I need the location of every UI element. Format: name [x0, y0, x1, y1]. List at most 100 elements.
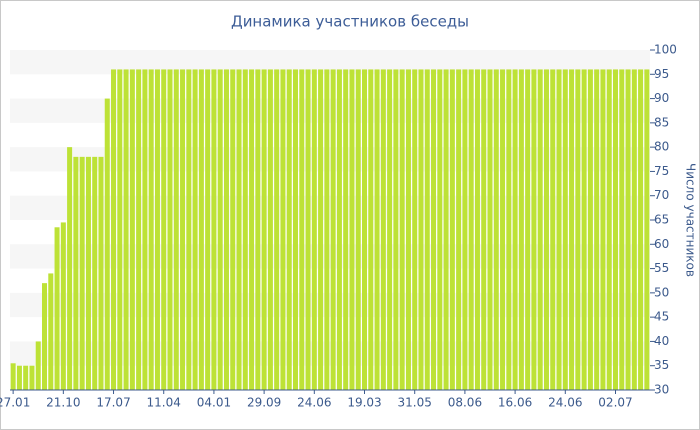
- bar: [619, 69, 625, 390]
- bar: [54, 227, 60, 390]
- grid-band: [10, 147, 650, 172]
- bar: [594, 69, 600, 390]
- bar: [286, 69, 292, 390]
- bar: [249, 69, 255, 390]
- bar: [274, 69, 280, 390]
- bar: [92, 156, 98, 390]
- y-axis-label: Число участников: [684, 163, 698, 277]
- bar: [255, 69, 261, 390]
- bar: [612, 69, 618, 390]
- bar: [142, 69, 148, 390]
- bar: [198, 69, 204, 390]
- y-tick-label: 95: [654, 67, 669, 81]
- bar: [380, 69, 386, 390]
- bar: [23, 365, 29, 390]
- bar: [223, 69, 229, 390]
- bar: [468, 69, 474, 390]
- bar: [48, 273, 54, 390]
- bar: [336, 69, 342, 390]
- x-tick-label: 17.07: [96, 396, 130, 410]
- bar: [186, 69, 192, 390]
- bar: [330, 69, 336, 390]
- y-tick-label: 80: [654, 140, 669, 154]
- bar: [525, 69, 531, 390]
- y-tick-label: 45: [654, 310, 669, 324]
- bar: [280, 69, 286, 390]
- bar: [173, 69, 179, 390]
- x-tick-label: 02.07: [598, 396, 632, 410]
- bar: [418, 69, 424, 390]
- bar: [261, 69, 267, 390]
- bar: [500, 69, 506, 390]
- bar: [625, 69, 631, 390]
- bar: [487, 69, 493, 390]
- bar: [292, 69, 298, 390]
- bar: [299, 69, 305, 390]
- bar: [581, 69, 587, 390]
- bar: [537, 69, 543, 390]
- bar: [481, 69, 487, 390]
- bar: [349, 69, 355, 390]
- bar: [16, 365, 22, 390]
- bar: [587, 69, 593, 390]
- bar: [631, 69, 637, 390]
- grid-band: [10, 195, 650, 220]
- bar: [305, 69, 311, 390]
- bar: [10, 363, 16, 390]
- bar: [343, 69, 349, 390]
- grid-band: [10, 341, 650, 366]
- bar: [437, 69, 443, 390]
- grid-band: [10, 50, 650, 75]
- x-tick-label: 16.06: [498, 396, 532, 410]
- bar: [205, 69, 211, 390]
- bar: [493, 69, 499, 390]
- y-tick-label: 65: [654, 213, 669, 227]
- chart-title: Динамика участников беседы: [231, 13, 469, 31]
- bar: [449, 69, 455, 390]
- bar: [518, 69, 524, 390]
- bar: [399, 69, 405, 390]
- y-tick-label: 75: [654, 164, 669, 178]
- x-tick-label: 24.06: [548, 396, 582, 410]
- bar: [362, 69, 368, 390]
- bar: [129, 69, 135, 390]
- bar: [311, 69, 317, 390]
- grid-band: [10, 292, 650, 318]
- bar: [60, 222, 66, 390]
- y-tick-label: 85: [654, 115, 669, 129]
- bar: [543, 69, 549, 390]
- bar: [424, 69, 430, 390]
- bar: [79, 156, 85, 390]
- bar: [85, 156, 91, 390]
- y-tick-label: 30: [654, 383, 669, 397]
- bar: [512, 69, 518, 390]
- bar: [443, 69, 449, 390]
- bar: [154, 69, 160, 390]
- y-tick-label: 60: [654, 237, 669, 251]
- bar: [67, 147, 73, 390]
- bar: [644, 69, 650, 390]
- bar: [638, 69, 644, 390]
- bar: [230, 69, 236, 390]
- bar: [355, 69, 361, 390]
- bar: [462, 69, 468, 390]
- bar: [111, 69, 117, 390]
- y-tick-label: 70: [654, 188, 669, 202]
- bar: [562, 69, 568, 390]
- bar: [474, 69, 480, 390]
- bar: [456, 69, 462, 390]
- bar: [550, 69, 556, 390]
- bar: [148, 69, 154, 390]
- y-tick-label: 100: [654, 43, 677, 57]
- bar: [217, 69, 223, 390]
- bar: [556, 69, 562, 390]
- bar: [368, 69, 374, 390]
- bar: [431, 69, 437, 390]
- grid-band: [10, 98, 650, 123]
- y-tick-label: 55: [654, 261, 669, 275]
- x-tick-label: 27.01: [0, 396, 30, 410]
- bar: [242, 69, 248, 390]
- bar: [211, 69, 217, 390]
